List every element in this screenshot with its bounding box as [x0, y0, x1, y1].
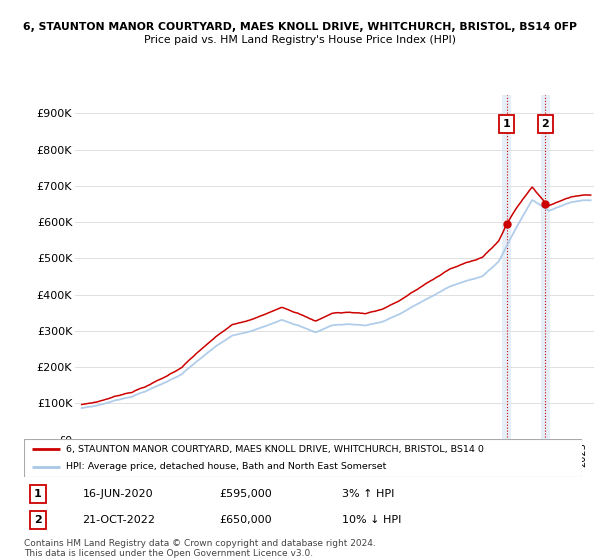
Bar	[541, 95, 550, 440]
Text: 16-JUN-2020: 16-JUN-2020	[83, 489, 153, 499]
Text: Contains HM Land Registry data © Crown copyright and database right 2024.
This d: Contains HM Land Registry data © Crown c…	[24, 539, 376, 558]
Bar	[502, 95, 511, 440]
Text: Price paid vs. HM Land Registry's House Price Index (HPI): Price paid vs. HM Land Registry's House …	[144, 35, 456, 45]
Text: 2: 2	[34, 515, 42, 525]
Text: £595,000: £595,000	[220, 489, 272, 499]
Text: 1: 1	[34, 489, 42, 499]
Text: 1: 1	[503, 119, 511, 129]
Text: 6, STAUNTON MANOR COURTYARD, MAES KNOLL DRIVE, WHITCHURCH, BRISTOL, BS14 0: 6, STAUNTON MANOR COURTYARD, MAES KNOLL …	[66, 445, 484, 454]
Text: 10% ↓ HPI: 10% ↓ HPI	[342, 515, 401, 525]
Text: HPI: Average price, detached house, Bath and North East Somerset: HPI: Average price, detached house, Bath…	[66, 463, 386, 472]
Text: 2: 2	[542, 119, 550, 129]
Text: 21-OCT-2022: 21-OCT-2022	[83, 515, 155, 525]
Text: £650,000: £650,000	[220, 515, 272, 525]
Text: 6, STAUNTON MANOR COURTYARD, MAES KNOLL DRIVE, WHITCHURCH, BRISTOL, BS14 0FP: 6, STAUNTON MANOR COURTYARD, MAES KNOLL …	[23, 22, 577, 32]
Text: 3% ↑ HPI: 3% ↑ HPI	[342, 489, 394, 499]
